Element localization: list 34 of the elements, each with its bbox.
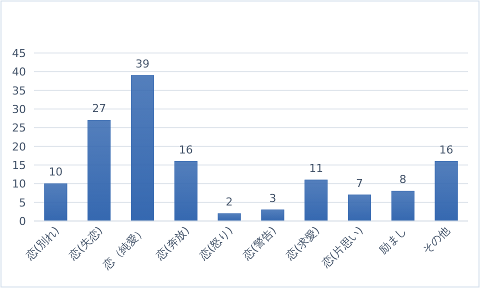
- data-label: 3: [269, 192, 276, 205]
- bar: [304, 180, 328, 222]
- x-tick-label: 励まし: [376, 224, 410, 256]
- y-tick-label: 10: [12, 178, 26, 191]
- bar: [174, 161, 198, 222]
- bar: [130, 75, 154, 222]
- y-tick-label: 20: [12, 140, 26, 154]
- bar: [261, 210, 284, 222]
- data-label: 16: [178, 143, 193, 156]
- bar: [434, 161, 458, 222]
- bar: [88, 120, 111, 222]
- y-tick-label: 5: [19, 196, 26, 210]
- bar: [348, 194, 372, 222]
- x-tick-label: 恋(警告): [240, 224, 279, 264]
- y-tick-label: 45: [12, 47, 26, 60]
- x-tick-label: 恋(怒り): [196, 224, 236, 264]
- data-label: 39: [136, 57, 150, 70]
- data-label: 27: [92, 102, 106, 116]
- data-label: 2: [226, 196, 233, 209]
- bar: [218, 213, 241, 222]
- y-tick-label: 25: [12, 122, 26, 135]
- data-label: 8: [399, 173, 406, 186]
- x-tick-label: その他: [420, 224, 452, 256]
- bar: [391, 190, 414, 222]
- data-label: 16: [439, 143, 454, 156]
- y-tick-label: 30: [12, 103, 26, 116]
- bar: [44, 183, 68, 222]
- y-tick-label: 40: [12, 66, 26, 79]
- data-label: 7: [356, 176, 363, 190]
- data-label: 10: [48, 166, 63, 179]
- data-label: 11: [309, 162, 324, 175]
- y-tick-label: 15: [12, 159, 26, 172]
- y-tick-label: 35: [12, 84, 26, 98]
- x-tick-label: 恋(奔放): [152, 224, 192, 264]
